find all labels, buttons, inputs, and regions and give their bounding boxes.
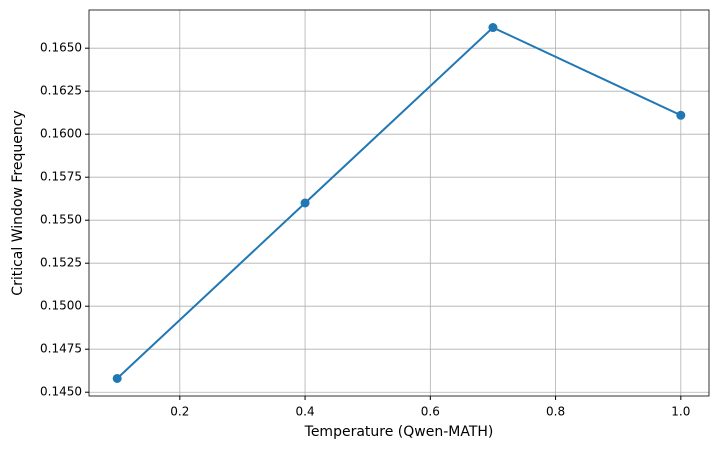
x-tick-label: 1.0 [671, 405, 690, 419]
x-tick-label: 0.6 [421, 405, 440, 419]
y-tick-label: 0.1525 [40, 256, 82, 270]
data-point [488, 23, 498, 33]
y-axis-label: Critical Window Frequency [10, 110, 26, 295]
x-axis-label: Temperature (Qwen-MATH) [304, 424, 494, 440]
y-tick-label: 0.1500 [40, 299, 82, 313]
y-tick-label: 0.1450 [40, 385, 82, 399]
y-tick-label: 0.1550 [40, 213, 82, 227]
data-line [116, 26, 682, 380]
x-tick-label: 0.4 [296, 405, 315, 419]
data-point [300, 198, 310, 208]
data-point [676, 110, 686, 120]
y-tick-label: 0.1575 [40, 170, 82, 184]
y-tick-label: 0.1625 [40, 84, 82, 98]
x-tick-label: 0.8 [546, 405, 565, 419]
plot-frame [88, 9, 710, 397]
x-tick-label: 0.2 [170, 405, 189, 419]
y-tick-label: 0.1650 [40, 41, 82, 55]
y-tick-label: 0.1600 [40, 127, 82, 141]
y-tick-label: 0.1475 [40, 342, 82, 356]
data-point [112, 373, 122, 383]
